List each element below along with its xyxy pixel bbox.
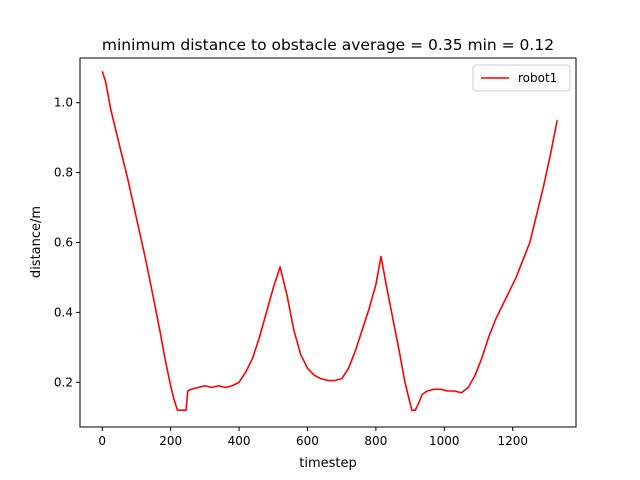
y-tick-label: 0.6 bbox=[54, 236, 73, 250]
x-tick-label: 400 bbox=[228, 434, 251, 448]
chart-title: minimum distance to obstacle average = 0… bbox=[102, 36, 554, 54]
x-tick-label: 1000 bbox=[429, 434, 460, 448]
x-axis-label: timestep bbox=[299, 456, 357, 471]
legend-label: robot1 bbox=[518, 71, 557, 85]
y-tick-label: 0.8 bbox=[54, 166, 73, 180]
y-tick-label: 0.4 bbox=[54, 305, 73, 319]
x-tick-label: 800 bbox=[364, 434, 387, 448]
y-tick-label: 0.2 bbox=[54, 375, 73, 389]
legend-box bbox=[472, 64, 571, 92]
plot-area: 0 200 400 600 800 1000 1200 0.2 0.4 0.6 0.8 1.0 bbox=[54, 57, 577, 448]
x-tick-label: 1200 bbox=[497, 434, 528, 448]
legend: robot1 bbox=[472, 64, 571, 92]
y-axis-label: distance/m bbox=[29, 206, 44, 278]
x-tick-label: 600 bbox=[296, 434, 319, 448]
x-tick-label: 200 bbox=[159, 434, 182, 448]
y-tick-label: 1.0 bbox=[54, 96, 73, 110]
series-line-robot1 bbox=[101, 71, 558, 412]
x-tick-label: 0 bbox=[98, 434, 106, 448]
